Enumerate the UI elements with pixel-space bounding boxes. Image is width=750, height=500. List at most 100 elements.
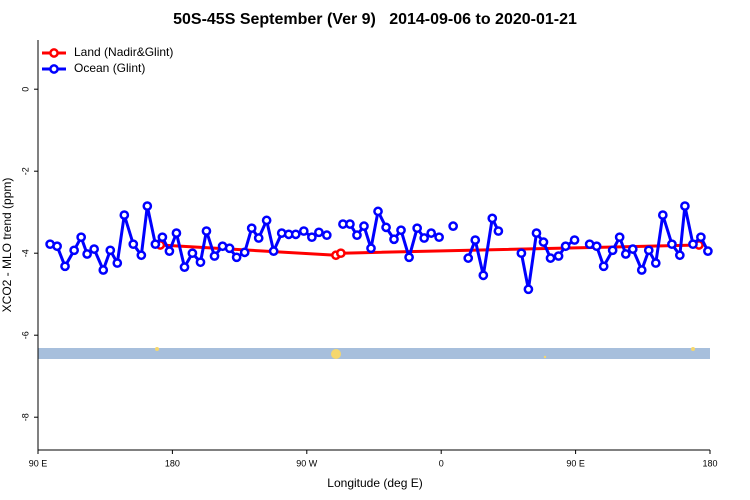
y-axis-label: XCO2 - MLO trend (ppm) (0, 178, 14, 313)
x-tick-label: 180 (165, 458, 180, 468)
data-point (52, 241, 62, 252)
data-point (231, 252, 242, 263)
data-point (560, 241, 571, 252)
data-point (396, 225, 406, 236)
mask-spot (543, 355, 547, 359)
y-tick-label: -4 (20, 249, 30, 257)
y-tick-label: -6 (20, 331, 30, 339)
data-point (261, 215, 272, 226)
data-point (352, 230, 362, 241)
y-tick-label: -2 (20, 167, 30, 175)
data-point (426, 228, 437, 238)
data-point (569, 235, 580, 245)
data-point (60, 261, 70, 272)
mask-spot (691, 347, 695, 351)
data-point (373, 206, 383, 217)
data-point (307, 232, 317, 243)
data-point (591, 241, 602, 252)
data-point (389, 234, 399, 245)
data-point (335, 248, 346, 259)
y-tick-label: -8 (20, 413, 30, 421)
data-point (434, 232, 444, 243)
data-point (164, 246, 175, 256)
data-point (553, 251, 564, 261)
data-point (478, 270, 489, 281)
data-point (187, 248, 198, 259)
chart-title: 50S-45S September (Ver 9) 2014-09-06 to … (173, 11, 577, 28)
data-point (448, 221, 458, 231)
data-point (366, 243, 376, 254)
data-point (516, 248, 527, 259)
data-point (636, 265, 647, 275)
data-point (627, 244, 638, 254)
data-point (142, 201, 153, 211)
data-point (76, 232, 87, 243)
data-point (268, 246, 279, 256)
data-point (253, 233, 264, 243)
x-tick-label: 180 (702, 458, 717, 468)
data-point (404, 252, 414, 263)
x-axis-label: Longitude (deg E) (327, 476, 422, 490)
y-tick-label: 0 (20, 87, 30, 92)
data-point (119, 210, 130, 220)
data-point (470, 235, 481, 245)
data-point (157, 232, 168, 243)
x-tick-label: 90 E (566, 458, 585, 468)
data-point (171, 228, 182, 238)
data-point (412, 223, 423, 234)
data-point (696, 232, 706, 243)
data-point (298, 226, 309, 236)
data-point (487, 213, 498, 224)
mask-spot (331, 349, 341, 359)
legend-label: Ocean (Glint) (74, 61, 145, 75)
mask-band (38, 348, 710, 359)
data-point (598, 261, 609, 272)
data-point (246, 223, 257, 234)
mask-spots (155, 347, 695, 359)
legend-label: Land (Nadir&Glint) (74, 45, 173, 59)
data-point (359, 221, 369, 231)
data-point (179, 262, 190, 272)
data-point (688, 239, 698, 250)
data-point (314, 227, 324, 238)
data-point (201, 226, 212, 236)
data-point (224, 243, 235, 254)
data-point (321, 230, 332, 241)
data-point (136, 250, 147, 261)
data-point (209, 251, 220, 261)
data-point (531, 228, 542, 238)
x-tick-label: 90 E (29, 458, 48, 468)
data-point (381, 222, 391, 233)
data-point (614, 232, 625, 243)
data-point (538, 237, 549, 247)
data-point (195, 257, 206, 268)
data-point (150, 239, 161, 250)
x-tick-label: 90 W (296, 458, 318, 468)
legend-marker (49, 64, 59, 74)
data-point (112, 258, 123, 268)
data-point (105, 245, 116, 256)
data-point (703, 246, 713, 256)
data-point (493, 226, 504, 236)
data-point (98, 265, 109, 275)
data-point (523, 284, 534, 295)
data-point (128, 239, 139, 250)
data-point (650, 258, 661, 268)
data-point (680, 201, 690, 211)
data-point (674, 250, 685, 261)
data-point (657, 210, 668, 220)
data-point (290, 229, 301, 240)
data-point (239, 247, 250, 258)
data-point (545, 253, 556, 263)
x-tick-label: 0 (439, 458, 444, 468)
data-point (82, 249, 92, 259)
data-point (620, 249, 631, 259)
data-point (345, 219, 355, 229)
data-point (607, 245, 618, 256)
data-point (69, 245, 79, 256)
data-point (643, 245, 654, 256)
legend-marker (49, 48, 59, 58)
data-point (463, 253, 474, 263)
data-point (89, 244, 99, 254)
